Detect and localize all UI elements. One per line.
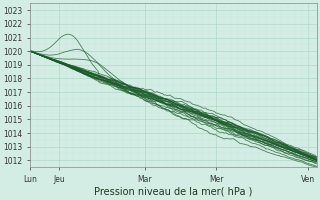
X-axis label: Pression niveau de la mer( hPa ): Pression niveau de la mer( hPa ) [94,187,252,197]
